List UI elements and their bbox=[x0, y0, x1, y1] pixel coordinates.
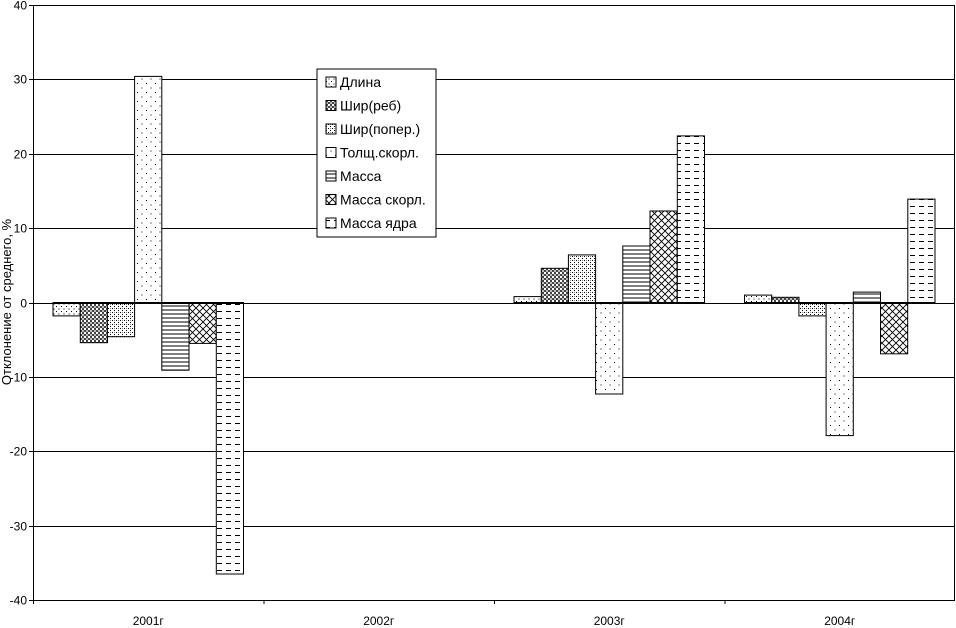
y-tick-label: 10 bbox=[14, 222, 28, 236]
legend-label: Длина bbox=[340, 74, 381, 90]
legend-swatch bbox=[325, 100, 337, 111]
bar bbox=[744, 294, 773, 304]
y-tick-label: -30 bbox=[10, 520, 28, 534]
bar bbox=[215, 302, 245, 575]
legend-label: Шир(реб) bbox=[340, 98, 401, 114]
bar bbox=[595, 302, 624, 395]
y-tick-label: 30 bbox=[14, 73, 28, 87]
bar bbox=[134, 75, 163, 304]
y-tick-label: 20 bbox=[14, 148, 28, 162]
legend-label: Масса скорл. bbox=[340, 192, 426, 208]
legend-label: Толщ.скорл. bbox=[340, 145, 419, 161]
legend-swatch bbox=[325, 194, 337, 205]
legend-label: Масса ядра bbox=[340, 215, 417, 231]
bar bbox=[188, 302, 217, 344]
legend-box bbox=[316, 68, 437, 238]
legend-swatch bbox=[325, 217, 337, 229]
bar bbox=[567, 254, 597, 303]
y-axis-label: Отклонение от среднего, % bbox=[0, 218, 14, 385]
legend: Длина Шир(реб) Шир(попер.) Толщ.скорл. Масса… bbox=[316, 68, 437, 238]
y-tick-label: 40 bbox=[14, 0, 28, 13]
bar bbox=[880, 302, 909, 355]
x-tick-label: 2003г bbox=[594, 614, 626, 628]
bar bbox=[52, 302, 81, 317]
legend-swatch bbox=[325, 147, 337, 158]
bar bbox=[852, 291, 881, 304]
y-tick-label: -40 bbox=[10, 594, 28, 608]
bar bbox=[161, 302, 190, 371]
y-tick-label: -10 bbox=[10, 371, 28, 385]
legend-label: Шир(попер.) bbox=[340, 121, 420, 137]
legend-label: Масса bbox=[340, 168, 382, 184]
x-tick-label: 2002г bbox=[363, 614, 395, 628]
y-tick-label: 0 bbox=[20, 297, 27, 311]
bars bbox=[33, 75, 955, 575]
bar bbox=[622, 245, 651, 303]
bar bbox=[540, 267, 569, 303]
bar bbox=[825, 302, 854, 437]
bar bbox=[649, 210, 678, 303]
bar bbox=[513, 296, 542, 304]
x-tick-label: 2004г bbox=[824, 614, 856, 628]
legend-swatch bbox=[325, 123, 337, 135]
bar bbox=[907, 198, 936, 304]
legend-swatch bbox=[325, 170, 337, 182]
bar bbox=[79, 302, 109, 344]
bar bbox=[771, 296, 800, 303]
y-tick-label: -20 bbox=[10, 445, 28, 459]
legend-swatch bbox=[325, 76, 337, 88]
bar bbox=[798, 302, 827, 317]
x-tick-label: 2001г bbox=[133, 614, 165, 628]
bar bbox=[106, 302, 136, 338]
tick-labels: 40 30 20 10 0 -10 -20 -30 -40 2001г 2002г 2003г 2004… bbox=[10, 0, 856, 628]
bar bbox=[676, 135, 705, 303]
